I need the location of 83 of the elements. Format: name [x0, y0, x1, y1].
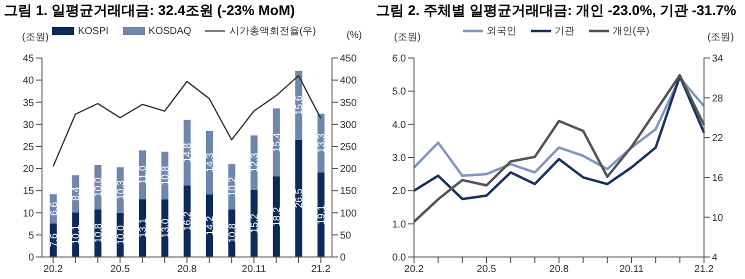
y2-tick-label: 10 [712, 212, 724, 224]
bar [295, 140, 302, 257]
data-label: 10.8 [93, 222, 104, 243]
y-tick-label: 1.0 [392, 219, 406, 230]
y2-tick-label: 300 [340, 120, 358, 131]
y2-tick-label: 400 [340, 76, 358, 87]
y-tick-label: 4.0 [392, 120, 406, 131]
data-label: 11.0 [138, 164, 150, 184]
data-label: 16.2 [182, 211, 194, 231]
legend-label: 시가총액회전율(우) [229, 25, 316, 38]
x-tick-label: 20.5 [476, 264, 497, 276]
y-tick-label: 25 [22, 142, 34, 153]
y-tick-label: 45 [22, 54, 34, 65]
y-tick-label: 0.0 [392, 252, 406, 264]
y-tick-label: 30 [22, 120, 34, 131]
data-label: 10.0 [116, 224, 127, 245]
legend-label: 기관 [554, 25, 575, 38]
y2-tick-label: 250 [340, 142, 358, 153]
y-tick-label: 15 [22, 186, 34, 198]
y-tick-label: 2.0 [392, 186, 406, 198]
data-label: 15.4 [272, 132, 283, 152]
y2-axis-title: (조원) [707, 31, 734, 44]
data-label: 10.8 [227, 222, 238, 243]
y2-tick-label: 22 [712, 133, 724, 144]
legend-label: 개인(우) [612, 25, 650, 38]
y-tick-label: 6.0 [392, 54, 406, 65]
data-label: 6.6 [48, 201, 60, 216]
y-axis-title: (조원) [22, 31, 49, 44]
legend-label: 외국인 [486, 25, 517, 38]
x-tick-label: 20.8 [549, 264, 570, 276]
data-label: 10.1 [71, 224, 82, 244]
data-label: 10.0 [93, 176, 104, 197]
y2-tick-label: 200 [340, 164, 358, 176]
y2-tick-label: 450 [340, 54, 358, 65]
y-axis-title: (조원) [394, 31, 421, 44]
x-tick-label: 20.11 [242, 264, 266, 276]
data-label: 10.3 [116, 180, 127, 200]
x-tick-label: 20.5 [110, 264, 130, 276]
data-label: 14.8 [182, 142, 194, 162]
y2-tick-label: 150 [340, 186, 358, 198]
data-label: 8.4 [71, 186, 82, 201]
chart-title: 그림 1. 일평균거래대금: 32.4조원 (-23% MoM) [3, 1, 296, 20]
y-tick-label: 35 [22, 98, 34, 109]
y2-tick-label: 16 [712, 172, 724, 184]
data-label: 10.8 [160, 165, 172, 186]
data-label: 18.2 [272, 206, 283, 226]
y2-tick-label: 4 [712, 252, 718, 264]
x-tick-label: 21.2 [311, 264, 332, 276]
y2-tick-label: 28 [712, 93, 724, 104]
y-tick-label: 40 [22, 76, 34, 87]
legend-label: KOSDAQ [148, 26, 192, 36]
y2-tick-label: 34 [712, 54, 724, 65]
data-label: 13.3 [316, 132, 328, 153]
x-tick-label: 21.2 [694, 264, 714, 276]
data-label: 10.2 [227, 176, 238, 196]
data-label: 7.6 [48, 232, 60, 248]
data-label: 13.0 [160, 218, 172, 238]
y-tick-label: 5.0 [392, 86, 406, 98]
y2-axis-title: (%) [346, 30, 362, 41]
chart-title: 그림 2. 주체별 일평균거래대금: 개인 -23.0%, 기관 -31.7% [375, 1, 738, 20]
y2-tick-label: 0 [340, 252, 346, 264]
data-label: 19.1 [316, 204, 328, 224]
data-label: 14.2 [205, 215, 216, 236]
x-tick-label: 20.2 [43, 264, 64, 276]
y-tick-label: 10 [22, 208, 34, 220]
y2-tick-label: 50 [340, 230, 352, 242]
y-tick-label: 3.0 [392, 153, 406, 164]
data-label: 26.5 [294, 188, 306, 208]
x-tick-label: 20.2 [404, 264, 424, 276]
bar [318, 172, 324, 257]
data-label: 14.3 [205, 152, 216, 172]
y2-tick-label: 100 [340, 208, 358, 220]
y-tick-label: 20 [22, 164, 34, 176]
data-label: 15.6 [294, 95, 306, 116]
x-tick-label: 20.11 [619, 264, 644, 276]
y-tick-label: 0 [28, 252, 34, 264]
x-tick-label: 20.8 [177, 264, 198, 276]
y2-tick-label: 350 [340, 98, 358, 109]
legend-label: KOSPI [78, 26, 109, 36]
data-label: 12.3 [250, 152, 261, 172]
data-label: 15.2 [250, 213, 261, 234]
data-label: 13.1 [138, 218, 150, 238]
y-tick-label: 5 [28, 230, 34, 242]
